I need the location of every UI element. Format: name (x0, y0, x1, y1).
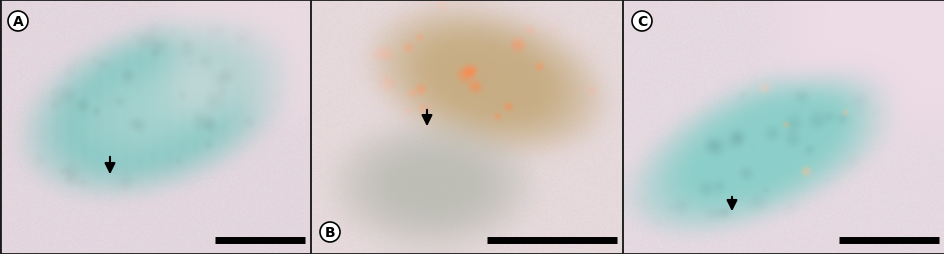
Text: C: C (636, 15, 647, 29)
Text: B: B (325, 225, 335, 239)
Circle shape (320, 222, 340, 242)
Text: A: A (12, 15, 24, 29)
Circle shape (8, 12, 28, 32)
Circle shape (632, 12, 651, 32)
